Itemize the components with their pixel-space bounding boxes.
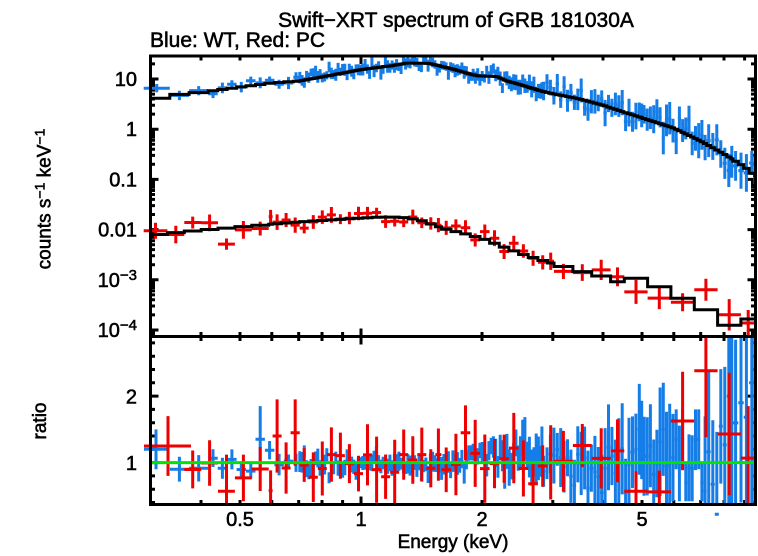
svg-text:1: 1 [126, 453, 137, 475]
svg-text:counts s−1 keV−1: counts s−1 keV−1 [32, 128, 56, 269]
svg-text:0.5: 0.5 [226, 509, 254, 531]
svg-text:1: 1 [126, 119, 137, 141]
svg-text:0.1: 0.1 [109, 169, 137, 191]
svg-text:2: 2 [476, 509, 487, 531]
svg-text:Energy (keV): Energy (keV) [398, 532, 509, 553]
svg-text:Swift−XRT spectrum of GRB 1810: Swift−XRT spectrum of GRB 181030A [278, 9, 634, 32]
svg-text:Blue: WT, Red: PC: Blue: WT, Red: PC [150, 29, 325, 52]
svg-text:0.01: 0.01 [98, 220, 137, 242]
svg-text:1: 1 [355, 509, 366, 531]
svg-text:2: 2 [126, 386, 137, 408]
svg-text:10: 10 [115, 69, 137, 91]
svg-text:5: 5 [636, 509, 647, 531]
svg-text:ratio: ratio [30, 403, 51, 440]
